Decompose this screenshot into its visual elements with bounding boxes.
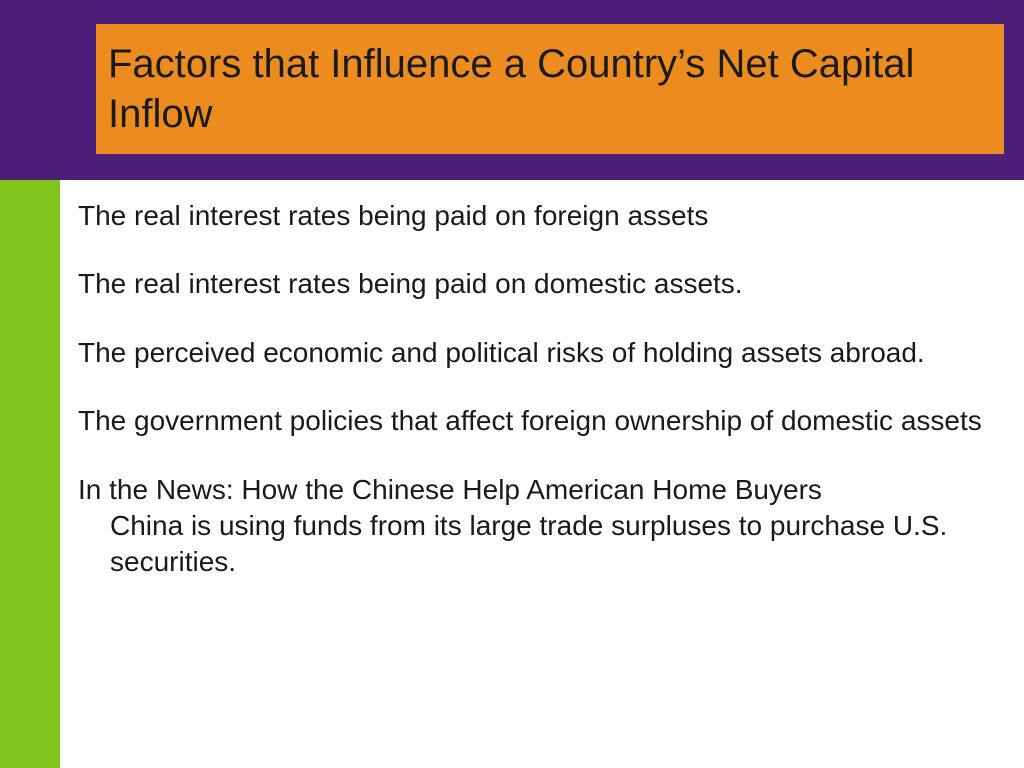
body-para-1: The real interest rates being paid on fo…: [78, 198, 1000, 234]
body-para-4: The government policies that affect fore…: [78, 403, 1000, 439]
news-heading: In the News: How the Chinese Help Americ…: [78, 472, 1000, 508]
body-para-3: The perceived economic and political ris…: [78, 335, 1000, 371]
news-block: In the News: How the Chinese Help Americ…: [78, 472, 1000, 581]
title-block: Factors that Influence a Country’s Net C…: [96, 24, 1004, 154]
news-detail: China is using funds from its large trad…: [78, 508, 1000, 581]
slide-title: Factors that Influence a Country’s Net C…: [108, 39, 992, 139]
body-wrap: The real interest rates being paid on fo…: [0, 180, 1024, 768]
content-area: The real interest rates being paid on fo…: [60, 180, 1024, 768]
header-band: Factors that Influence a Country’s Net C…: [0, 0, 1024, 180]
side-accent-bar: [0, 180, 60, 768]
body-para-2: The real interest rates being paid on do…: [78, 266, 1000, 302]
